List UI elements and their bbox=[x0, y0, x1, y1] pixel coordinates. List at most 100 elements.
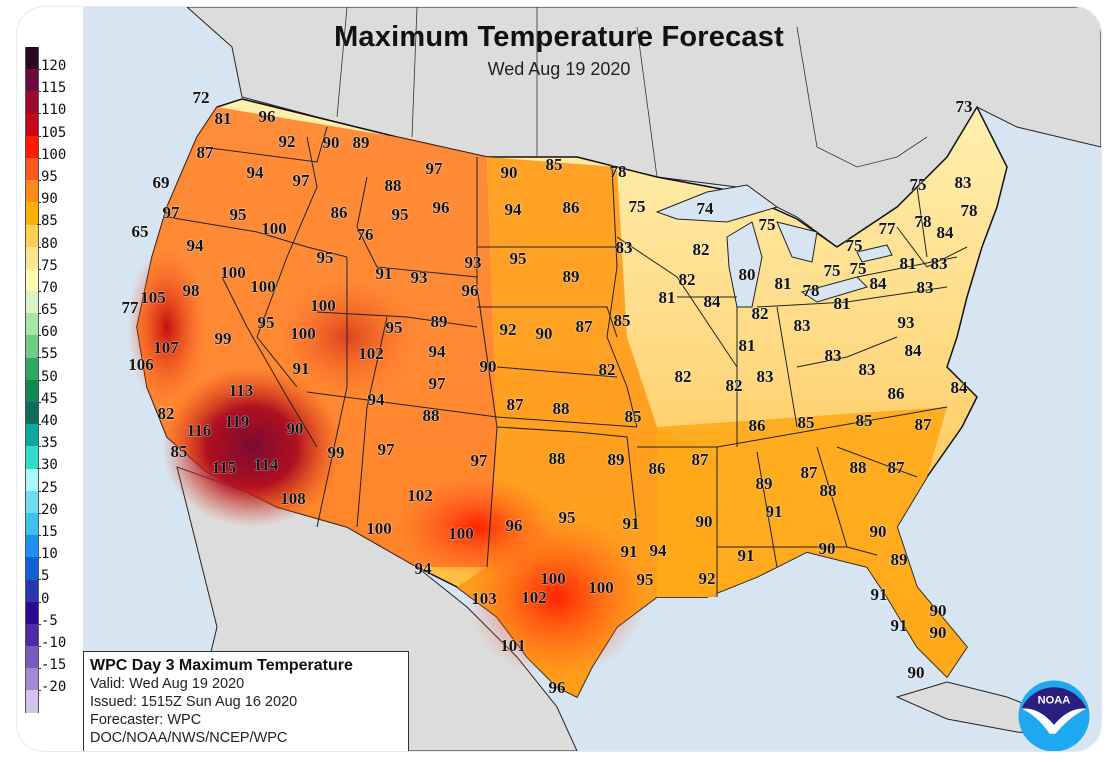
temperature-label: 97 bbox=[470, 451, 488, 470]
temperature-label: 80 bbox=[738, 265, 756, 284]
temperature-label: 93 bbox=[897, 313, 915, 332]
temperature-label: 108 bbox=[280, 489, 306, 508]
colorbar-band: 85 bbox=[25, 202, 85, 228]
colorbar-label: 95 bbox=[41, 168, 58, 185]
temperature-label: 89 bbox=[562, 267, 580, 286]
temperature-label: 78 bbox=[914, 212, 932, 231]
colorbar-band: 50 bbox=[25, 357, 85, 384]
colorbar-swatch bbox=[25, 313, 39, 336]
colorbar-band: 25 bbox=[25, 468, 85, 495]
colorbar-swatch bbox=[25, 268, 39, 292]
temperature-label: 91 bbox=[765, 502, 783, 521]
temperature-label: 87 bbox=[575, 317, 593, 336]
colorbar-label: 30 bbox=[41, 457, 58, 474]
colorbar-label: 10 bbox=[41, 546, 58, 563]
colorbar-label: 65 bbox=[41, 302, 58, 319]
temperature-label: 100 bbox=[588, 578, 614, 597]
colorbar-tick bbox=[37, 290, 41, 292]
temperature-label: 88 bbox=[849, 458, 867, 477]
colorbar-tick bbox=[37, 313, 41, 315]
colorbar-swatch bbox=[25, 402, 39, 425]
colorbar-swatch bbox=[25, 91, 39, 114]
colorbar-band: 5 bbox=[25, 557, 85, 583]
temperature-label: 83 bbox=[954, 173, 972, 192]
colorbar-tick bbox=[37, 246, 41, 248]
temperature-label: 100 bbox=[250, 277, 276, 296]
temperature-label: 100 bbox=[366, 519, 392, 538]
temperature-label: 82 bbox=[751, 304, 769, 323]
colorbar-label: 100 bbox=[41, 146, 67, 163]
colorbar-band: 80 bbox=[25, 224, 85, 251]
colorbar-tick bbox=[37, 601, 41, 603]
temperature-label: 92 bbox=[499, 320, 517, 339]
colorbar-tick bbox=[37, 335, 41, 337]
temperature-label: 100 bbox=[310, 296, 336, 315]
colorbar-tick bbox=[37, 113, 41, 115]
temperature-label: 91 bbox=[622, 514, 640, 533]
temperature-label: 84 bbox=[950, 378, 968, 397]
colorbar-label: 50 bbox=[41, 368, 58, 385]
colorbar-swatch bbox=[25, 446, 39, 469]
info-heading: WPC Day 3 Maximum Temperature bbox=[90, 657, 353, 674]
temperature-label: 84 bbox=[936, 223, 954, 242]
temperature-label: 75 bbox=[849, 259, 867, 278]
colorbar-label: 15 bbox=[41, 523, 58, 540]
temperature-label: 95 bbox=[257, 313, 275, 332]
temperature-label: 86 bbox=[748, 416, 766, 435]
temperature-label: 95 bbox=[509, 249, 527, 268]
temperature-label: 95 bbox=[391, 205, 409, 224]
temperature-label: 97 bbox=[425, 159, 443, 178]
temperature-label: 88 bbox=[422, 406, 440, 425]
colorbar-band: 90 bbox=[25, 180, 85, 206]
colorbar-tick bbox=[37, 91, 41, 93]
temperature-label: 94 bbox=[428, 342, 446, 361]
colorbar-tick bbox=[37, 446, 41, 448]
temperature-label: 94 bbox=[649, 541, 667, 560]
temperature-label: 93 bbox=[410, 268, 428, 287]
map-date: Wed Aug 19 2020 bbox=[487, 59, 631, 79]
colorbar-label: 5 bbox=[41, 568, 50, 585]
temperature-label: 119 bbox=[224, 412, 250, 431]
temperature-label: 86 bbox=[330, 203, 348, 222]
colorbar-label: 80 bbox=[41, 235, 58, 252]
colorbar-tick bbox=[37, 534, 41, 536]
colorbar-band: 20 bbox=[25, 490, 85, 517]
temperature-label: 75 bbox=[823, 261, 841, 280]
temperature-label: 115 bbox=[211, 458, 237, 477]
colorbar-band: -15 bbox=[25, 646, 85, 672]
temperature-label: 100 bbox=[290, 324, 316, 343]
colorbar-tick bbox=[37, 512, 41, 514]
temperature-label: 84 bbox=[869, 274, 887, 293]
temperature-label: 82 bbox=[674, 367, 692, 386]
colorbar-tick bbox=[37, 224, 41, 226]
temperature-label: 102 bbox=[521, 588, 547, 607]
temperature-label: 96 bbox=[461, 281, 479, 300]
colorbar-swatch bbox=[25, 113, 39, 136]
colorbar-tick bbox=[37, 157, 41, 159]
map-title: Maximum Temperature Forecast bbox=[334, 21, 784, 53]
colorbar-swatch bbox=[25, 557, 39, 580]
colorbar-label: 25 bbox=[41, 479, 58, 496]
temperature-label: 90 bbox=[869, 522, 887, 541]
temperature-label: 92 bbox=[278, 132, 296, 151]
colorbar-label: 40 bbox=[41, 413, 58, 429]
map-frame: Maximum Temperature Forecast Wed Aug 19 … bbox=[16, 6, 1102, 752]
temperature-label: 89 bbox=[755, 474, 773, 493]
temperature-label: 72 bbox=[192, 88, 210, 107]
temperature-label: 78 bbox=[609, 162, 627, 181]
colorbar-swatch bbox=[25, 246, 39, 269]
colorbar-swatch bbox=[25, 157, 39, 181]
temperature-label: 87 bbox=[196, 143, 214, 162]
temperature-label: 90 bbox=[907, 663, 925, 682]
temperature-label: 69 bbox=[152, 173, 170, 192]
temperature-label: 97 bbox=[162, 203, 180, 222]
colorbar-tick bbox=[37, 668, 41, 670]
temperature-label: 87 bbox=[914, 415, 932, 434]
temperature-label: 83 bbox=[916, 278, 934, 297]
temperature-label: 87 bbox=[887, 458, 905, 477]
temperature-label: 96 bbox=[548, 678, 566, 697]
temperature-label: 95 bbox=[636, 570, 654, 589]
temperature-label: 94 bbox=[186, 236, 204, 255]
temperature-label: 98 bbox=[182, 281, 200, 300]
colorbar-swatch bbox=[25, 535, 39, 558]
